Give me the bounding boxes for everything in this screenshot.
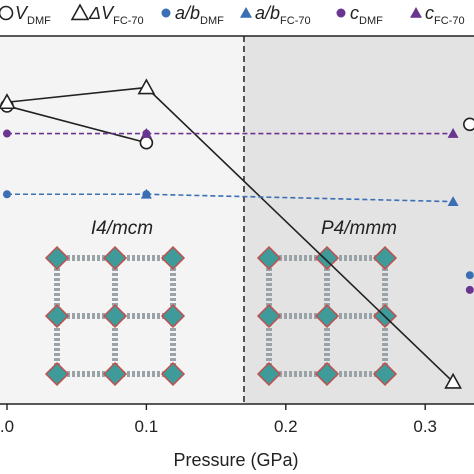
legend-sub-4: DMF (359, 15, 383, 27)
legend-sub-1: FC-70 (113, 15, 144, 27)
plot-frame (0, 35, 474, 405)
series-point-3-0 (140, 188, 152, 199)
phase-region-0 (0, 36, 244, 404)
metal-node (160, 303, 186, 329)
x-tick-label-1: 0.1 (135, 417, 159, 436)
phase-label-1: P4/mmm (321, 218, 397, 239)
metal-node (44, 245, 70, 271)
series-point-5-0 (140, 128, 152, 138)
structure-i4mcm (44, 245, 186, 387)
x-axis: .0 0.1 0.2 0.3 (0, 404, 437, 436)
series-point-0-1 (139, 135, 154, 150)
legend-text-1: ΔVFC-70 (88, 3, 144, 27)
legend: VDMF ΔVFC-70 a/bDMF a/bFC-70 cDMF cFC-70 (0, 3, 465, 27)
phase-region-1 (243, 36, 474, 404)
metal-node (102, 303, 128, 329)
legend-main-0: V (15, 3, 29, 23)
series-point-8-0 (465, 285, 474, 294)
metal-node (314, 303, 340, 329)
legend-main-3: a/b (255, 3, 280, 23)
legend-sub-5: FC-70 (434, 15, 465, 27)
legend-item-3: a/bFC-70 (240, 3, 311, 27)
legend-text-3: a/bFC-70 (255, 3, 311, 27)
structure-p4mmm (256, 245, 398, 387)
legend-item-0: VDMF (0, 3, 51, 27)
series-point-1-0 (0, 93, 16, 110)
legend-marker-3 (240, 7, 252, 18)
metal-node (256, 361, 282, 387)
series-point-2-0 (2, 190, 11, 199)
legend-item-1: ΔVFC-70 (70, 3, 144, 27)
metal-node (44, 361, 70, 387)
legend-main-5: c (425, 3, 434, 23)
series-point-4-0 (2, 129, 11, 138)
legend-marker-5 (410, 7, 422, 18)
series-line-0 (6, 105, 147, 144)
metal-node (256, 303, 282, 329)
legend-item-5: cFC-70 (410, 3, 465, 27)
series-point-6-0 (463, 117, 474, 132)
metal-node (102, 245, 128, 271)
metal-node (372, 245, 398, 271)
legend-marker-2 (161, 8, 171, 18)
legend-main-2: a/b (175, 3, 200, 23)
legend-main-4: c (350, 3, 359, 23)
series-point-1-2 (444, 372, 462, 389)
metal-node (256, 245, 282, 271)
metal-node (372, 361, 398, 387)
series-line-3 (146, 193, 454, 203)
legend-text-5: cFC-70 (425, 3, 465, 27)
legend-sub-3: FC-70 (280, 15, 311, 27)
legend-marker-1 (70, 3, 90, 21)
series-point-3-1 (447, 196, 459, 206)
x-tick-label-2: 0.2 (274, 417, 298, 436)
legend-text-2: a/bDMF (175, 3, 224, 27)
x-axis-label: Pressure (GPa) (173, 450, 298, 470)
metal-node (160, 245, 186, 271)
legend-marker-0 (0, 5, 14, 21)
metal-node (102, 361, 128, 387)
metal-node (44, 303, 70, 329)
metal-node (160, 361, 186, 387)
metal-node (314, 361, 340, 387)
phase-label-0: I4/mcm (91, 218, 153, 239)
series-point-7-0 (465, 271, 474, 280)
legend-main-1: ΔV (88, 3, 115, 23)
legend-sub-2: DMF (200, 15, 224, 27)
series-point-5-1 (447, 128, 459, 138)
series-point-1-1 (137, 78, 156, 95)
legend-text-4: cDMF (350, 3, 383, 27)
x-tick-label-3: 0.3 (413, 417, 437, 436)
legend-text-0: VDMF (15, 3, 51, 27)
structure-illustrations (44, 245, 398, 387)
legend-sub-0: DMF (27, 15, 51, 27)
legend-marker-4 (336, 8, 346, 18)
legend-item-2: a/bDMF (161, 3, 224, 27)
x-tick-label-0: .0 (0, 417, 14, 436)
phase-backgrounds: I4/mcm P4/mmm (0, 36, 474, 404)
series-markers (0, 78, 474, 389)
legend-item-4: cDMF (336, 3, 383, 27)
